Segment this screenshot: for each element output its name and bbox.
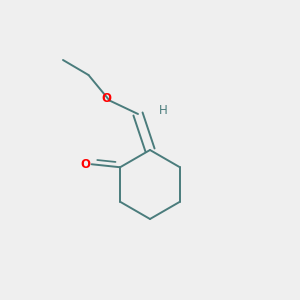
Text: O: O: [80, 158, 90, 171]
Text: O: O: [101, 92, 111, 105]
Text: H: H: [159, 104, 168, 118]
